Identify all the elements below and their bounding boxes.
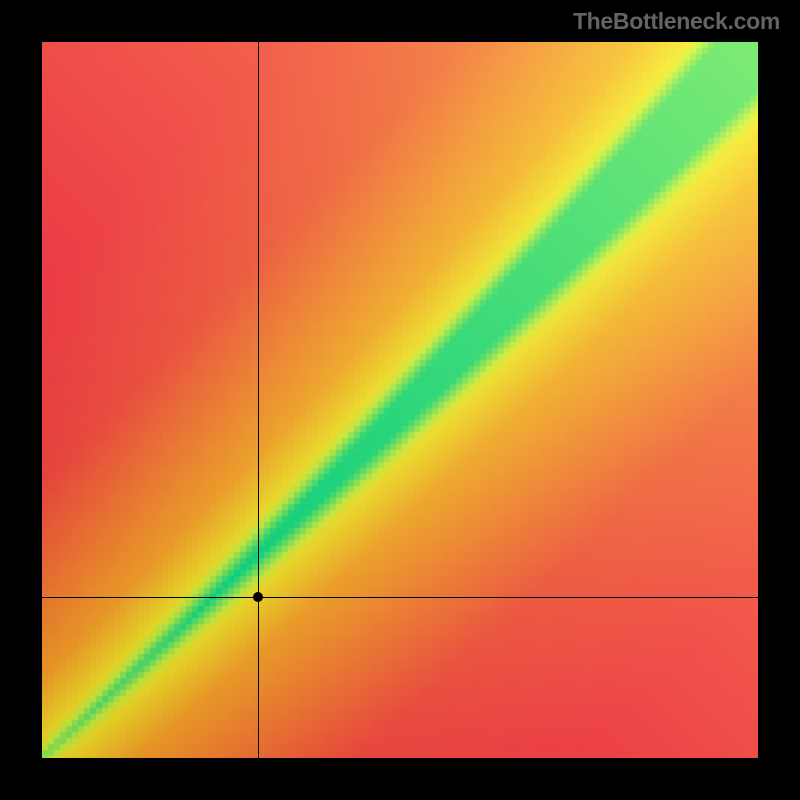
crosshair-vertical-line bbox=[258, 42, 259, 758]
crosshair-horizontal-line bbox=[42, 597, 758, 598]
chart-container: TheBottleneck.com bbox=[0, 0, 800, 800]
watermark-text: TheBottleneck.com bbox=[573, 8, 780, 35]
crosshair-marker bbox=[253, 592, 263, 602]
heatmap-plot-area bbox=[42, 42, 758, 758]
heatmap-canvas bbox=[42, 42, 758, 758]
